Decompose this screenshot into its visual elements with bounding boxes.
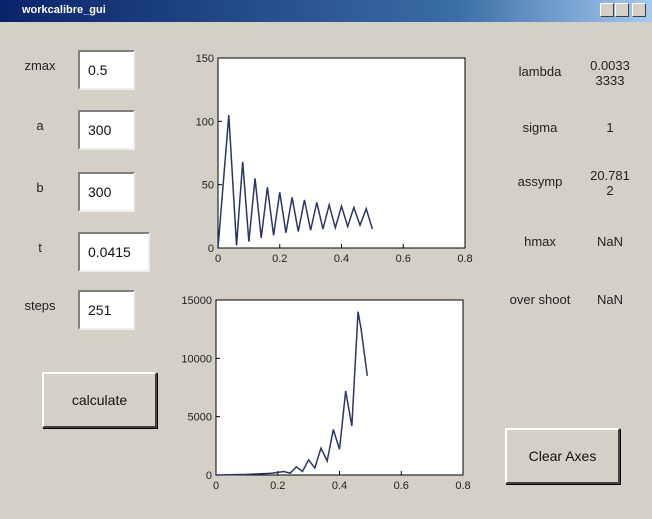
x-tick-label: 0.6	[394, 480, 409, 492]
x-tick-label: 0	[215, 253, 221, 265]
y-tick-label: 100	[196, 116, 214, 128]
output-label: lambda	[518, 64, 562, 79]
y-tick-label: 0	[208, 243, 214, 255]
input-field[interactable]: 0.5	[78, 50, 135, 90]
data-line	[215, 311, 369, 476]
y-tick-label: 50	[202, 180, 214, 192]
output-value: 3333	[595, 73, 625, 88]
x-tick-label: 0.8	[457, 253, 472, 265]
output-label: hmax	[524, 234, 556, 249]
output-label: over shoot	[509, 292, 571, 307]
calculate-button[interactable]: calculate	[42, 372, 157, 428]
window-title: workcalibre_gui	[22, 4, 106, 16]
y-tick-label: 150	[196, 53, 214, 65]
plot-area	[217, 57, 466, 249]
data-line	[217, 114, 374, 249]
input-label: steps	[24, 298, 56, 313]
axes-2: 0 0.2 0.4 0.6 0.8 0 5000 10000 15000	[181, 295, 470, 492]
output-value: 20.781	[590, 168, 630, 183]
y-tick-label: 5000	[188, 412, 212, 424]
input-field[interactable]: 251	[78, 290, 135, 330]
x-tick-label: 0.4	[332, 480, 347, 492]
output-value: 2	[606, 183, 614, 198]
output-value: NaN	[596, 292, 623, 307]
y-tick-label: 10000	[181, 353, 212, 365]
output-value: NaN	[596, 234, 623, 249]
input-label: b	[36, 180, 44, 195]
x-tick-label: 0.8	[455, 480, 470, 492]
clear-axes-button[interactable]: Clear Axes	[505, 428, 620, 484]
x-tick-label: 0.2	[272, 253, 287, 265]
input-label: t	[38, 240, 42, 255]
output-value: 1	[606, 120, 614, 135]
title-bar: workcalibre_gui	[0, 0, 652, 22]
x-tick-label: 0.4	[334, 253, 349, 265]
x-tick-label: 0	[213, 480, 219, 492]
minimize[interactable]	[600, 3, 614, 17]
close[interactable]	[632, 3, 646, 17]
input-field[interactable]: 300	[78, 172, 135, 212]
x-tick-label: 0.6	[396, 253, 411, 265]
input-label: a	[36, 118, 44, 133]
y-tick-label: 0	[206, 470, 212, 482]
y-tick-label: 15000	[181, 295, 212, 307]
x-tick-label: 0.2	[270, 480, 285, 492]
input-label: zmax	[24, 58, 56, 73]
output-value: 0.0033	[590, 58, 630, 73]
axes-1: 0 0.2 0.4 0.6 0.8 0 50 100 150	[196, 53, 473, 265]
input-field[interactable]: 0.0415	[78, 232, 150, 272]
maximize[interactable]	[615, 3, 629, 17]
output-label: assymp	[517, 174, 563, 189]
input-field[interactable]: 300	[78, 110, 135, 150]
output-label: sigma	[522, 120, 558, 135]
